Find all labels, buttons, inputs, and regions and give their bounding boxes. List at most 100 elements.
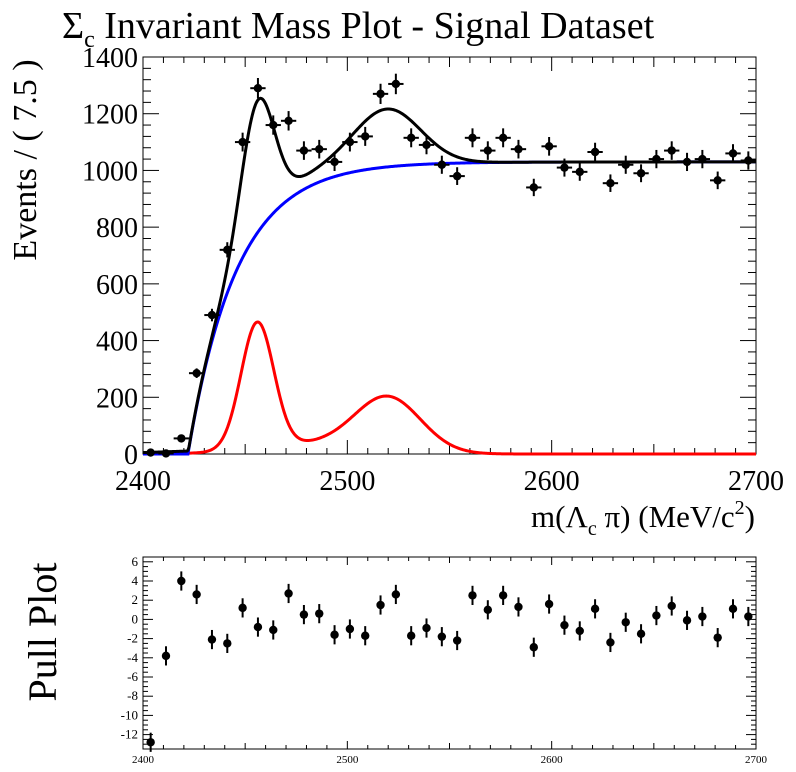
y-tick-label: 1400 [82,43,138,74]
background-curve [143,160,756,456]
data-point [342,132,358,152]
pull-point [606,632,615,653]
title-subscript: c [84,27,95,53]
data-point [204,308,220,322]
pull-point [437,627,447,647]
main-plot: 2400 2500 2600 2700 0 200 400 600 800 1000 1200 140… [82,43,784,497]
pull-y-tick-label: -12 [121,727,138,742]
pull-point [682,610,692,630]
data-point [633,164,649,183]
chart-title: Σc Invariant Mass Plot - Signal Dataset [62,5,655,53]
data-point [403,128,419,148]
data-point [311,139,327,159]
data-point [265,115,281,135]
data-point [173,434,189,443]
y-tick-label: 1200 [82,100,138,131]
pull-point [498,585,508,605]
main-curves [142,96,756,456]
data-point [572,162,588,181]
pull-point [468,585,477,605]
signal-curve [143,320,756,456]
data-point [449,167,465,185]
pull-point [575,621,584,641]
pull-point [238,598,247,618]
pull-point [345,619,355,639]
data-point [296,141,312,160]
data-point [664,141,680,160]
y-tick-label: 1000 [82,156,138,187]
pull-point [452,630,462,651]
title-rest: Invariant Mass Plot - Signal Dataset [95,5,655,47]
data-point [234,132,251,152]
pull-point [223,633,232,653]
x-tick-label: 2700 [728,466,784,497]
data-point [219,242,235,258]
x-tick-label: 2500 [319,466,375,497]
data-point [464,128,481,148]
data-point [541,136,557,156]
data-point [188,368,205,378]
main-plot-frame [142,56,757,455]
pull-y-tick-label: 4 [132,573,139,588]
pull-y-tick-label: -10 [121,707,138,722]
pull-point [621,612,630,632]
data-point [694,149,711,169]
pull-y-tick-label: -8 [127,688,138,703]
pull-y-tick-label: -6 [127,669,138,684]
pull-x-tick-label: 2600 [541,754,564,766]
pull-x-tick-label: 2500 [336,754,359,766]
pull-point [161,646,171,666]
pull-y-tick-label: -4 [127,650,138,665]
pull-point [422,618,431,638]
data-point [143,448,159,457]
data-point [526,178,542,197]
y-tick-label: 800 [96,213,138,244]
x-tick-label: 2600 [524,466,580,497]
pull-y-tick-label: 0 [132,611,139,626]
pull-point [728,599,738,619]
pull-x-tick-label: 2700 [745,754,768,766]
data-point [388,73,404,95]
pull-point [253,617,263,637]
pull-point [514,597,523,617]
pull-point [560,615,569,635]
pull-point [299,605,309,625]
data-point [418,135,435,155]
data-point [618,155,634,174]
pull-point [330,625,339,645]
data-point [710,171,726,190]
pull-point [192,584,201,605]
pull-point [406,626,416,646]
pull-point [529,637,538,657]
pull-point [177,571,186,591]
data-point [725,144,741,163]
data-point [587,142,603,162]
pull-point [146,732,155,752]
pull-data-points [146,571,753,752]
y-tick-label: 600 [96,270,138,301]
pull-point [544,594,554,614]
x-tick-label: 2400 [115,466,171,497]
pull-point [284,583,293,604]
data-point [280,111,297,131]
main-data-points [143,73,756,458]
main-axes: 2400 2500 2600 2700 0 200 400 600 800 1000 1200 140… [82,43,784,497]
data-point [679,152,695,172]
y-tick-label: 200 [96,383,138,414]
pull-point [590,599,600,619]
pull-point [391,584,401,605]
title-sigma: Σ [62,5,84,47]
y-tick-label: 400 [96,327,138,358]
data-point [740,151,756,170]
pull-point [652,605,661,626]
data-point [372,83,389,104]
pull-y-axis-label: Pull Plot [20,563,65,702]
pull-axes: 2400 2500 2600 2700 6 4 2 0 -2 -4 -6 -8 -10 -12 [121,554,768,766]
data-point [495,128,511,148]
pull-plot-frame [142,556,757,750]
pull-point [744,606,753,627]
pull-point [713,628,722,648]
pull-point [636,624,646,644]
data-point [648,149,665,169]
